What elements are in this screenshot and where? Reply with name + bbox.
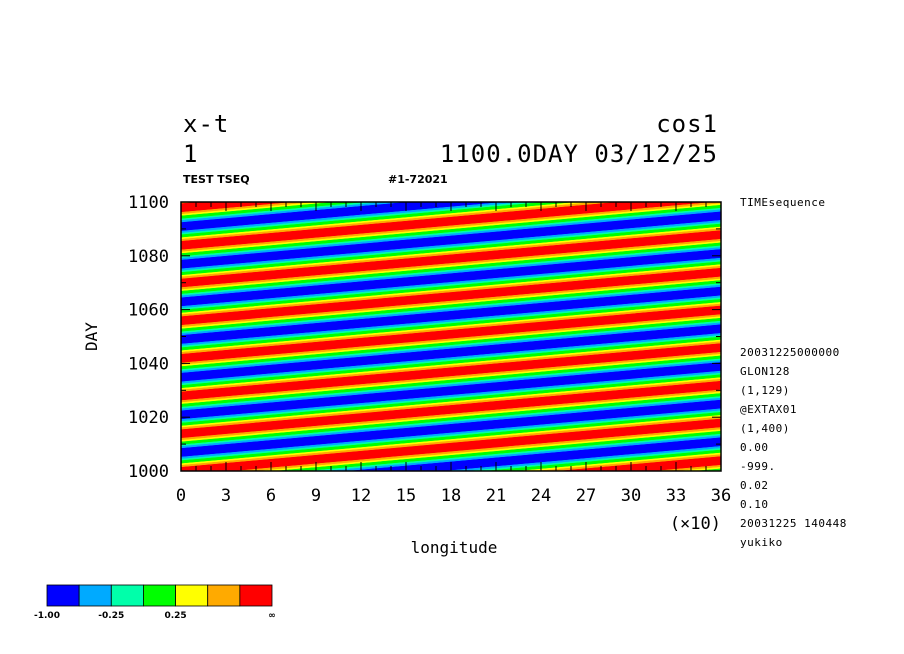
colorbar-swatch bbox=[175, 584, 209, 607]
colorbar-swatch bbox=[78, 584, 112, 607]
colorbar-swatch bbox=[239, 584, 273, 607]
colorbar-boxes bbox=[46, 584, 273, 607]
subtitle-right: 1100.0DAY 03/12/25 bbox=[439, 140, 718, 168]
colorbar-label: 0.25 bbox=[164, 611, 186, 621]
contour-field bbox=[181, 202, 721, 471]
colorbar-label: ∞ bbox=[268, 611, 276, 621]
note-left: TEST TSEQ bbox=[183, 173, 250, 186]
title-left: x-t bbox=[183, 110, 230, 138]
colorbar-labels: -1.00 -0.25 0.25 ∞ bbox=[34, 611, 276, 621]
note-right: #1-72021 bbox=[388, 173, 448, 186]
colorbar-swatch bbox=[110, 584, 144, 607]
colorbar-swatch bbox=[143, 584, 176, 607]
title-right: cos1 bbox=[656, 110, 718, 138]
colorbar-swatch bbox=[46, 584, 80, 607]
colorbar-label: -1.00 bbox=[34, 611, 60, 621]
colorbar-swatch bbox=[207, 584, 241, 607]
subtitle-left: 1 bbox=[183, 140, 199, 168]
colorbar-label: -0.25 bbox=[98, 611, 124, 621]
